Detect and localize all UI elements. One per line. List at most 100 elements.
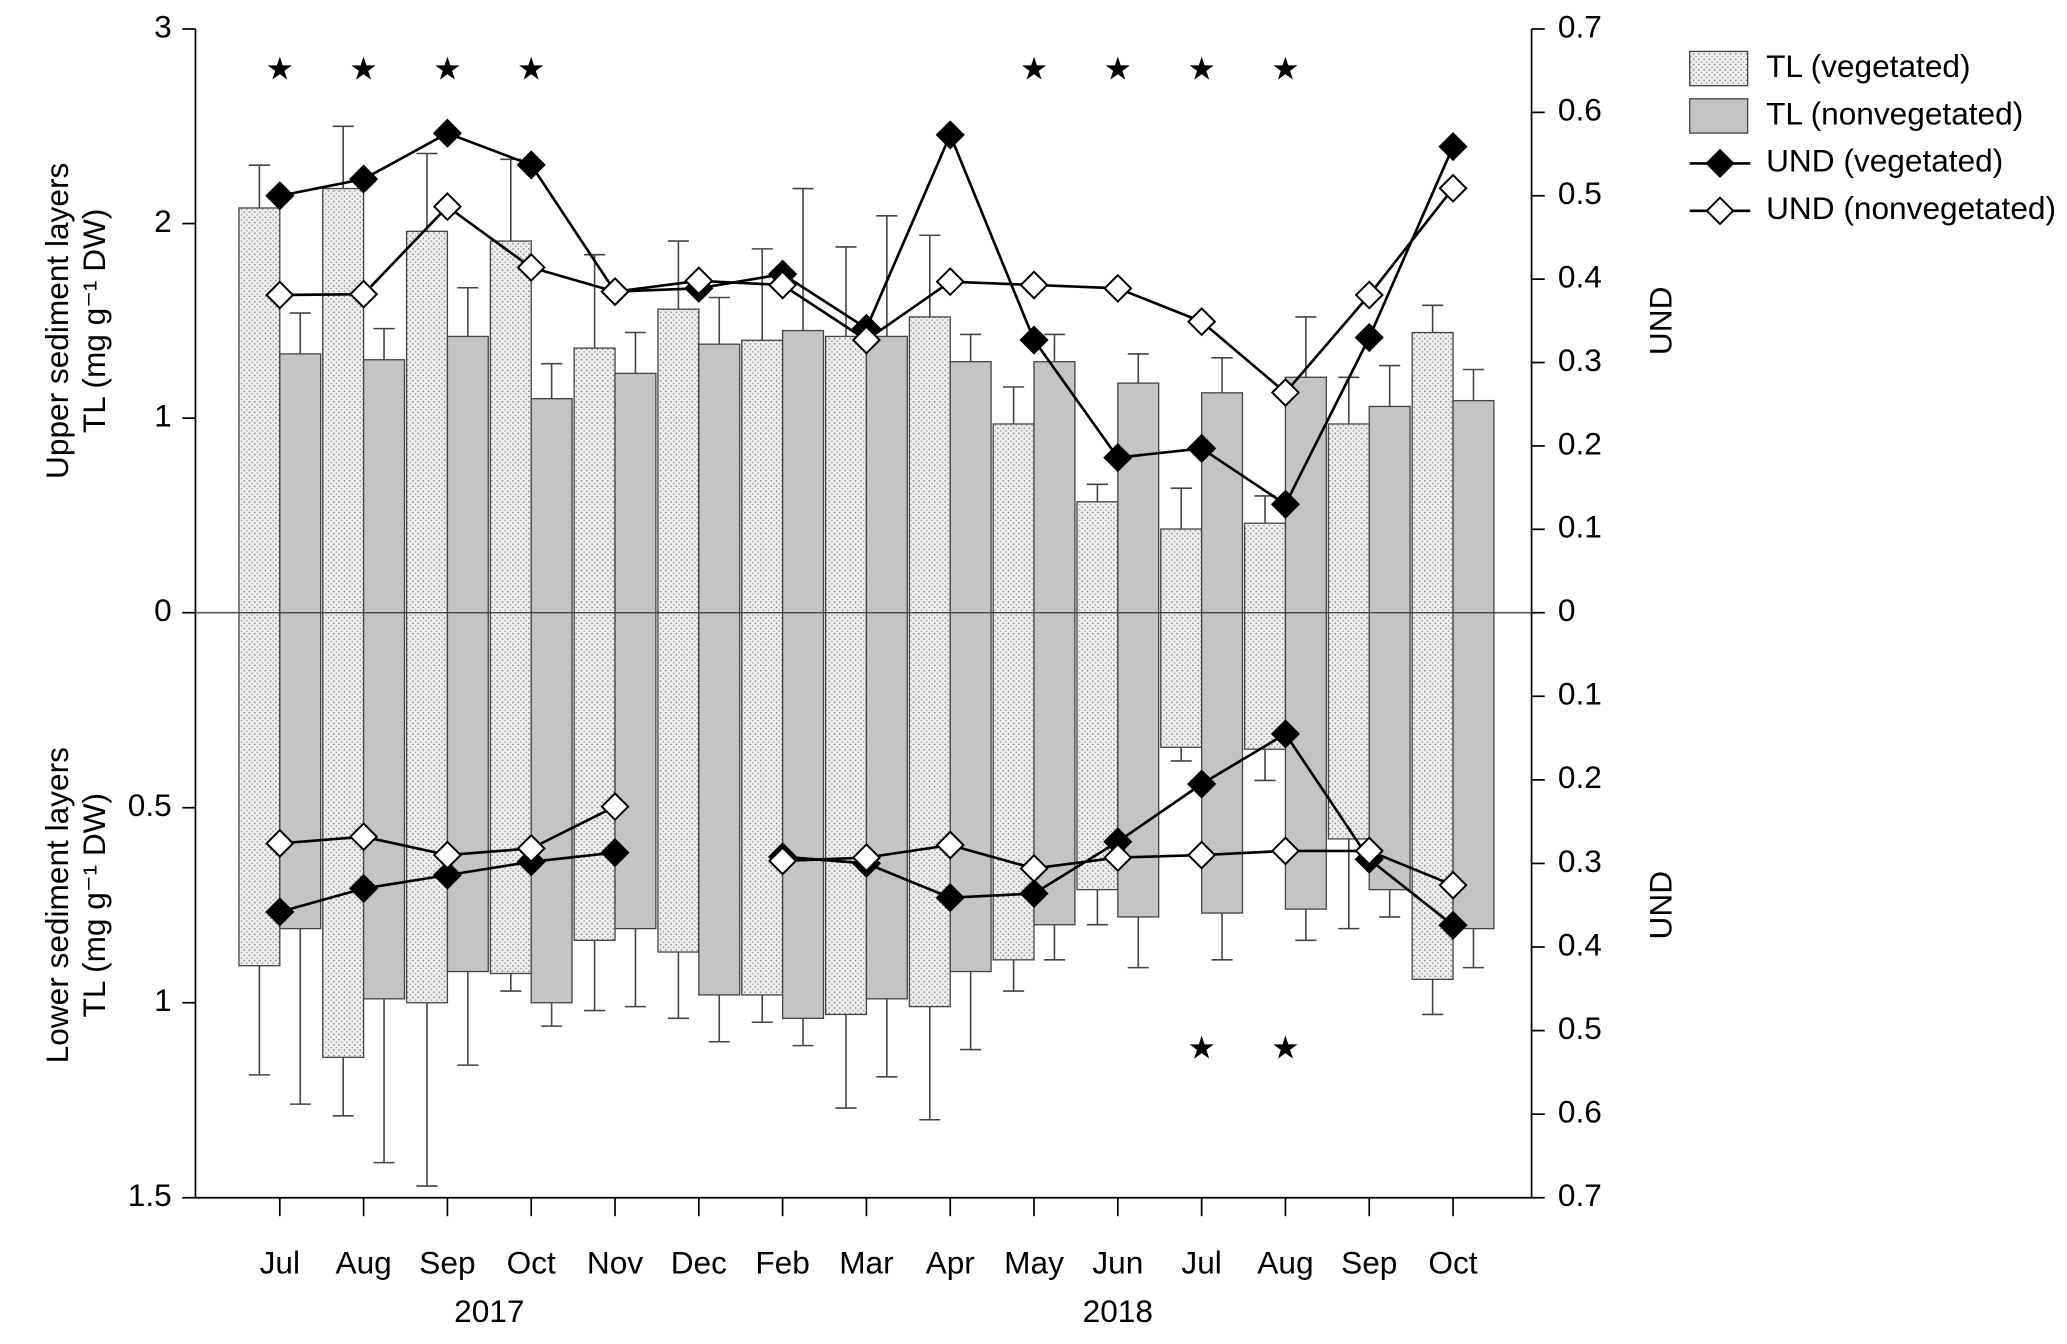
und-marker — [432, 860, 462, 890]
und-marker — [1438, 173, 1468, 203]
y2-tick-label: 0.6 — [1558, 92, 1602, 128]
und-marker — [1187, 769, 1217, 799]
y2-tick-label: 0.4 — [1558, 926, 1602, 962]
error-bar — [624, 331, 646, 374]
x-tick-label: Dec — [671, 1244, 727, 1280]
x-tick-label: Jul — [260, 1244, 300, 1280]
significance-star: ★ — [349, 51, 377, 87]
und-marker — [1187, 840, 1217, 870]
x-tick-label: Jul — [1181, 1244, 1221, 1280]
x-tick-label: Aug — [1257, 1244, 1313, 1280]
year-label: 2017 — [454, 1293, 524, 1329]
bar — [1327, 612, 1370, 840]
bar — [1160, 612, 1203, 748]
und-marker — [1187, 433, 1217, 464]
und-marker — [1438, 870, 1468, 900]
error-bar — [416, 1002, 438, 1187]
und-marker — [1103, 843, 1133, 873]
error-bar — [1422, 304, 1444, 333]
error-bar — [541, 1002, 563, 1027]
bar — [781, 329, 825, 614]
error-bar — [751, 994, 773, 1024]
und-marker — [935, 830, 965, 860]
bar — [865, 612, 908, 1000]
und-marker — [432, 192, 462, 222]
bar — [781, 612, 825, 1019]
und-marker — [935, 267, 965, 297]
error-bar — [1086, 889, 1108, 926]
bar — [949, 361, 992, 614]
significance-star: ★ — [517, 51, 545, 87]
und-marker — [1438, 131, 1468, 162]
x-tick-label: Jun — [1092, 1244, 1143, 1280]
bar — [405, 230, 449, 614]
und-marker — [1270, 719, 1301, 749]
bar — [489, 240, 532, 614]
x-tick-label: Oct — [507, 1244, 556, 1280]
bar — [322, 187, 365, 614]
und-marker — [1270, 836, 1301, 866]
bar — [949, 612, 992, 973]
error-bar — [373, 998, 395, 1164]
und-marker — [432, 840, 462, 870]
legend-marker — [1705, 148, 1735, 178]
bar — [530, 612, 573, 1004]
legend-label: TL (nonvegetated) — [1766, 95, 2023, 131]
y2-tick-label: 0.2 — [1558, 425, 1602, 461]
und-marker — [265, 828, 295, 858]
error-bar — [289, 928, 311, 1105]
error-bar — [1211, 913, 1233, 961]
y2-tick-label: 0.5 — [1558, 175, 1602, 211]
x-tick-label: May — [1004, 1244, 1064, 1280]
y2-tick-label: 0.3 — [1558, 342, 1602, 378]
error-bar — [332, 125, 354, 189]
significance-star: ★ — [1020, 51, 1048, 87]
error-bar — [919, 1006, 941, 1121]
significance-star: ★ — [1104, 51, 1132, 87]
bar — [405, 612, 449, 1004]
bar — [1033, 361, 1076, 614]
error-bar — [1379, 364, 1401, 407]
legend-label: UND (vegetated) — [1766, 143, 2003, 179]
error-bar — [1127, 353, 1149, 384]
und-marker — [349, 822, 379, 852]
y2-tick-label: 0.7 — [1558, 1177, 1602, 1213]
error-bar — [1003, 959, 1025, 992]
bar — [1452, 612, 1495, 930]
error-bar — [792, 1018, 814, 1047]
und-marker — [684, 266, 714, 296]
und-marker — [768, 270, 798, 300]
bar — [698, 343, 741, 614]
significance-star: ★ — [1187, 51, 1215, 87]
bar — [865, 335, 908, 614]
bar — [1076, 501, 1119, 614]
und-marker — [1019, 270, 1049, 300]
und-marker — [349, 164, 379, 194]
bar — [657, 612, 700, 953]
error-bar — [960, 971, 982, 1051]
y2-tick-label: 0.3 — [1558, 843, 1602, 879]
bar — [824, 612, 868, 1016]
y2-tick-label: 0.1 — [1558, 676, 1602, 712]
und-marker — [1019, 878, 1049, 909]
error-bar — [1127, 916, 1149, 969]
error-bar — [1379, 889, 1401, 918]
und-marker — [600, 792, 630, 822]
significance-star: ★ — [1271, 51, 1299, 87]
y-axis-label: Upper sediment layers — [39, 163, 75, 479]
y-tick-label: 3 — [154, 8, 172, 44]
bar — [908, 316, 951, 614]
error-bar — [751, 248, 773, 341]
error-bar — [500, 158, 522, 242]
und-marker — [432, 118, 462, 148]
error-bar — [1086, 483, 1108, 502]
und-marker — [265, 897, 295, 927]
bar — [1284, 376, 1327, 614]
x-tick-label: Nov — [587, 1244, 643, 1280]
und-marker — [1019, 325, 1049, 355]
error-bar — [289, 312, 311, 354]
und-marker — [935, 883, 965, 913]
und-marker — [1270, 377, 1301, 408]
y2-tick-label: 0.5 — [1558, 1010, 1602, 1046]
x-tick-label: Apr — [926, 1244, 975, 1280]
